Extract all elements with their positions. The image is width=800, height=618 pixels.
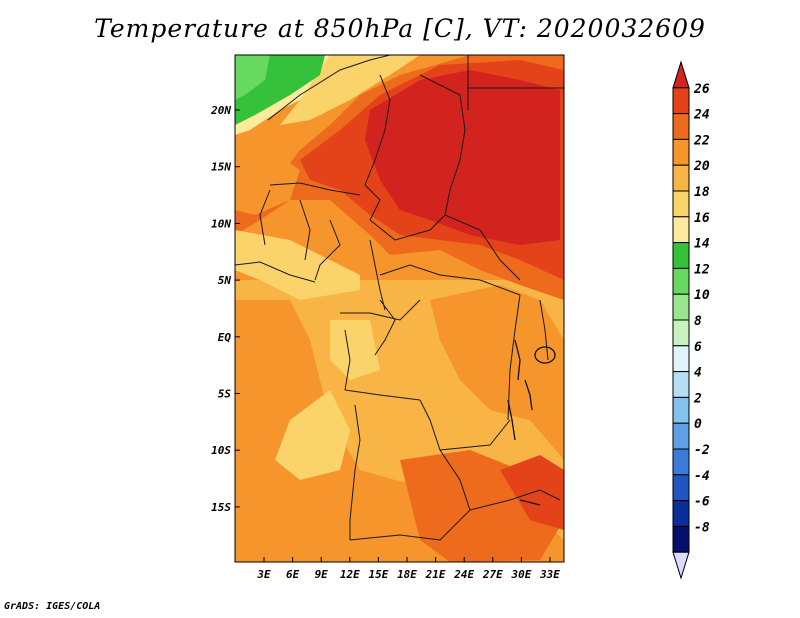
map-panel	[234, 54, 565, 563]
lon-tick-label: 18E	[397, 568, 417, 581]
lon-tick-label: 9E	[315, 568, 329, 581]
colorbar-label: 8	[694, 314, 702, 329]
lat-tick-label: EQ	[218, 331, 232, 344]
colorbar-label: 16	[694, 211, 710, 226]
lat-tick-label: 10N	[211, 217, 231, 230]
colorbar-top-arrow	[672, 60, 690, 89]
colorbar-segment	[672, 525, 690, 553]
colorbar-label: -8	[694, 520, 710, 535]
colorbar-segment	[672, 474, 690, 502]
colorbar-segment	[672, 448, 690, 476]
lat-tick-label: 10S	[211, 444, 231, 457]
colorbar-segment	[672, 371, 690, 398]
colorbar-label: 26	[693, 82, 710, 97]
colorbar-label: 6	[694, 340, 702, 355]
longitude-axis: 3E 6E 9E 12E 15E 18E 21E 24E 27E 30E 33E	[256, 557, 560, 581]
lat-tick-label: 5N	[218, 274, 232, 287]
lakes	[507, 339, 556, 506]
colorbar-label: 2	[693, 391, 702, 406]
colorbar-segment	[672, 319, 690, 347]
lon-tick-label: 12E	[340, 568, 360, 581]
lon-tick-label: 21E	[425, 568, 446, 581]
colorbar-segment	[672, 190, 690, 218]
colorbar-segment	[672, 396, 690, 424]
lon-tick-label: 15E	[368, 568, 388, 581]
colorbar-segment	[672, 500, 690, 527]
colorbar-segment	[672, 164, 690, 192]
chart-title: Temperature at 850hPa [C], VT: 202003260…	[94, 14, 706, 43]
lon-tick-label: 27E	[482, 568, 503, 581]
colorbar-segment	[672, 293, 690, 321]
lon-tick-label: 6E	[286, 568, 300, 581]
map-frame	[234, 54, 565, 563]
colorbar-label: 4	[694, 366, 702, 381]
colorbar-label: -2	[694, 443, 710, 458]
colorbar-label: -6	[694, 495, 710, 510]
lon-tick-label: 3E	[256, 568, 271, 581]
lat-tick-label: 15N	[211, 161, 231, 174]
temperature-field	[235, 55, 564, 562]
lat-tick-label: 5S	[218, 388, 232, 401]
colorbar-segment	[672, 216, 690, 244]
colorbar-label: 20	[693, 159, 710, 174]
colorbar-label: 0	[694, 417, 702, 432]
colorbar-bottom-arrow	[672, 551, 690, 580]
lon-tick-label: 24E	[453, 568, 474, 581]
lat-tick-label: 20N	[210, 104, 231, 117]
colorbar-label: 22	[693, 133, 710, 148]
colorbar-segment	[672, 113, 690, 140]
colorbar-label: 24	[693, 108, 710, 123]
colorbar-segment	[672, 345, 690, 373]
colorbar-segment	[672, 87, 690, 115]
lat-tick-label: 15S	[211, 501, 231, 514]
colorbar-label: -4	[694, 469, 710, 484]
grads-credit: GrADS: IGES/COLA	[4, 601, 101, 612]
colorbar-label: 18	[694, 185, 710, 200]
colorbar-label: 14	[694, 237, 710, 252]
country-borders	[235, 55, 564, 541]
latitude-axis: 20N 15N 10N 5N EQ 5S 10S 15S	[210, 104, 240, 514]
colorbar-label: 10	[694, 288, 710, 303]
colorbar-segment	[672, 242, 690, 269]
colorbar-label: 12	[694, 262, 710, 277]
lon-tick-label: 33E	[539, 568, 560, 581]
colorbar-segment	[672, 422, 690, 450]
lon-tick-label: 30E	[510, 568, 531, 581]
colorbar-segment	[672, 267, 690, 295]
colorbar-segment	[672, 138, 690, 166]
